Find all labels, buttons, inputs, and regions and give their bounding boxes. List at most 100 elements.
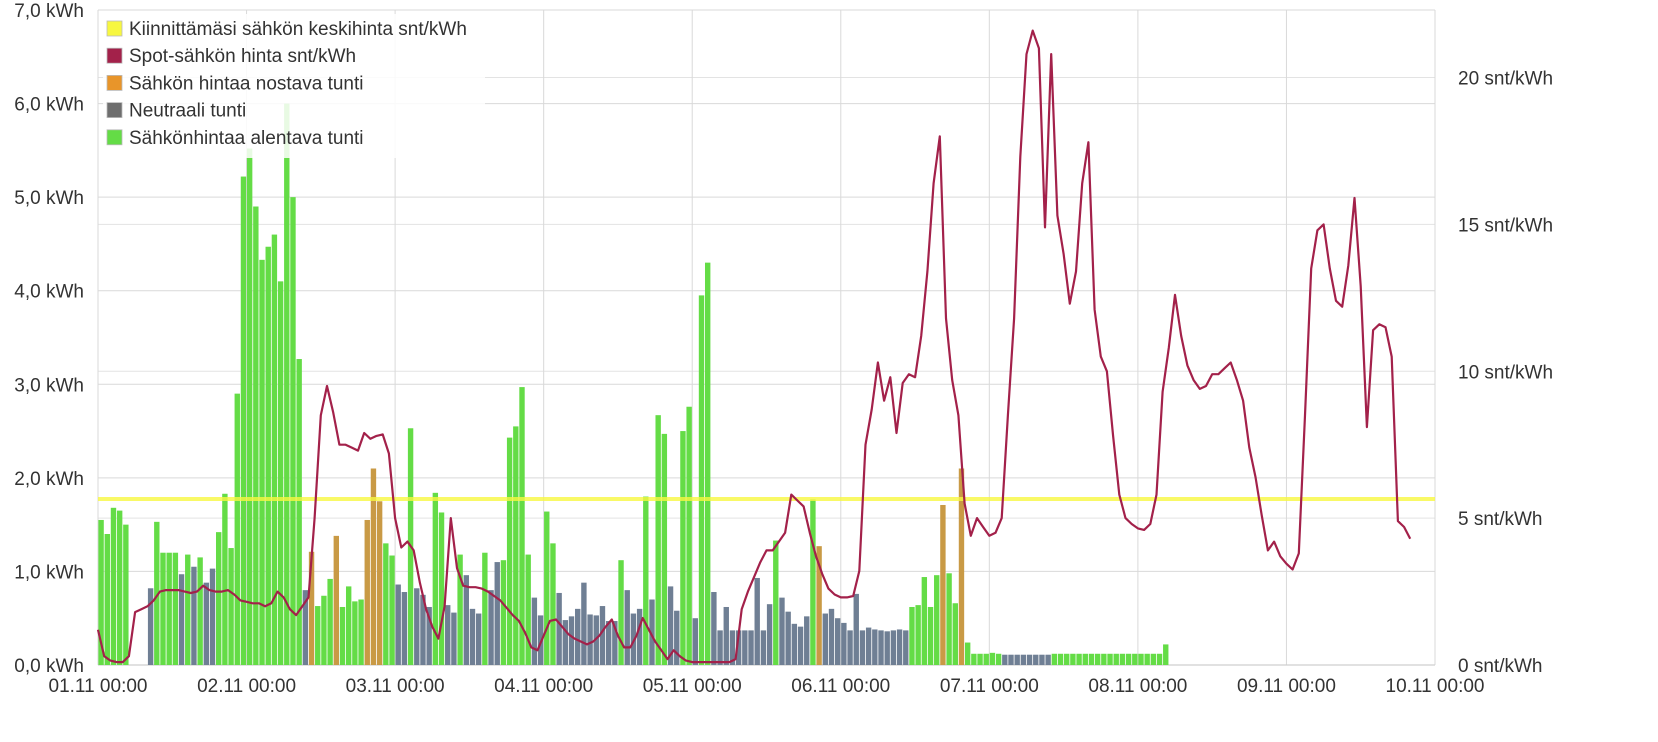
consumption-bar [116, 510, 123, 665]
consumption-bars [98, 103, 1169, 666]
consumption-bar [1026, 654, 1033, 665]
consumption-bar [618, 560, 624, 665]
consumption-bar [742, 630, 748, 665]
consumption-bar [1014, 654, 1020, 665]
right-axis-tick-label: 5 snt/kWh [1458, 509, 1542, 530]
left-axis-ticks: 0,0 kWh 1,0 kWh 2,0 kWh 3,0 kWh 4,0 kWh 5,0 k… [14, 1, 84, 677]
consumption-bar [277, 281, 284, 665]
consumption-bar [370, 468, 377, 665]
consumption-bar [339, 606, 346, 665]
consumption-bar [711, 592, 717, 665]
consumption-bar [804, 616, 810, 665]
consumption-bar [977, 653, 983, 665]
consumption-bar [1125, 653, 1132, 665]
consumption-bar [723, 606, 729, 665]
consumption-bar [1039, 654, 1045, 665]
consumption-bar [686, 406, 692, 665]
consumption-bar [494, 562, 500, 665]
consumption-bar [414, 588, 420, 665]
consumption-bar [482, 552, 488, 665]
consumption-bar [1008, 654, 1014, 665]
consumption-bar [469, 608, 476, 665]
consumption-bar [191, 566, 197, 665]
consumption-bar [265, 246, 271, 665]
consumption-bar [636, 608, 643, 665]
consumption-bar [376, 501, 383, 665]
consumption-bar [302, 590, 309, 665]
consumption-bar [593, 615, 599, 665]
consumption-bar [568, 616, 575, 665]
consumption-bar [847, 630, 853, 665]
consumption-bar [1144, 653, 1150, 665]
consumption-bar [1057, 653, 1064, 665]
consumption-bar [853, 593, 859, 665]
left-axis-tick-label: 5,0 kWh [14, 188, 84, 209]
consumption-bar [958, 468, 965, 665]
consumption-bar [420, 594, 426, 665]
consumption-bar [1064, 653, 1070, 665]
consumption-bar [463, 575, 469, 665]
consumption-bar [154, 521, 160, 665]
consumption-bar [333, 535, 340, 665]
consumption-bar [1156, 653, 1163, 665]
consumption-bar [667, 586, 674, 665]
consumption-bar [550, 543, 556, 665]
consumption-bar [352, 601, 358, 665]
consumption-bar [717, 630, 723, 665]
consumption-bar [364, 519, 370, 665]
x-axis-tick-label: 08.11 00:00 [1088, 676, 1187, 697]
consumption-bar [253, 206, 259, 665]
consumption-bar [661, 433, 668, 665]
consumption-bar [624, 590, 630, 665]
consumption-bar [1138, 653, 1144, 665]
consumption-bar [222, 493, 228, 665]
consumption-bar [698, 295, 705, 665]
consumption-bar [284, 103, 290, 666]
consumption-bar [1101, 653, 1107, 665]
consumption-bar [451, 612, 457, 665]
legend-background [103, 14, 485, 158]
legend-label-neutral: Neutraali tunti [129, 101, 246, 122]
legend-swatch-fixed [106, 20, 123, 37]
consumption-bar [934, 575, 940, 665]
consumption-bar [797, 626, 804, 665]
right-axis-tick-label: 0 snt/kWh [1458, 656, 1542, 677]
consumption-bar [556, 592, 562, 665]
legend: Kiinnittämäsi sähkön keskihinta snt/kWh S… [103, 14, 485, 158]
x-axis-tick-label: 07.11 00:00 [940, 676, 1039, 697]
consumption-bar [952, 603, 958, 665]
consumption-bar [816, 546, 822, 665]
consumption-bar [1051, 653, 1058, 665]
consumption-bar [395, 584, 401, 665]
consumption-bar [1088, 653, 1095, 665]
consumption-bar [822, 613, 828, 665]
consumption-bar [389, 555, 395, 665]
consumption-bar [445, 605, 451, 665]
consumption-bar [1150, 653, 1157, 665]
right-axis-tick-label: 15 snt/kWh [1458, 215, 1553, 236]
consumption-bar [383, 543, 389, 665]
consumption-bar [1119, 653, 1126, 665]
x-axis-tick-label: 02.11 00:00 [197, 676, 296, 697]
consumption-bar [890, 630, 897, 665]
consumption-bar [705, 262, 711, 665]
consumption-bar [1002, 654, 1008, 665]
consumption-bar [345, 586, 352, 665]
consumption-bar [834, 618, 841, 665]
consumption-bar [971, 653, 977, 665]
consumption-bar [1076, 653, 1082, 665]
consumption-bar [1033, 654, 1039, 665]
legend-label-raise: Sähkön hintaa nostava tunti [129, 73, 364, 94]
consumption-bar [426, 606, 432, 665]
consumption-bar [655, 415, 661, 665]
consumption-bar [859, 630, 866, 665]
consumption-bar [234, 393, 240, 665]
right-axis-tick-label: 10 snt/kWh [1458, 362, 1553, 383]
consumption-bar [259, 259, 265, 665]
consumption-bar [779, 597, 785, 665]
consumption-bar [271, 234, 278, 666]
consumption-bar [1082, 653, 1088, 665]
consumption-bar [872, 629, 878, 665]
consumption-bar [903, 630, 909, 665]
left-axis-tick-label: 3,0 kWh [14, 375, 84, 396]
